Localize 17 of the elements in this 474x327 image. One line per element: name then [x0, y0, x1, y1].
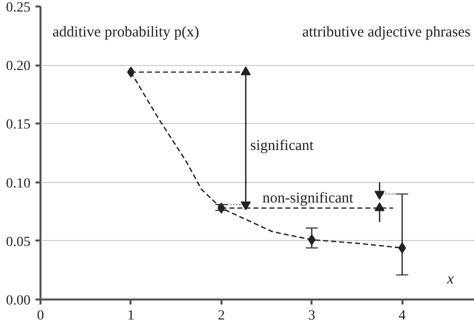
y-tick-label: 0.25: [6, 0, 30, 16]
y-tick-label: 0.10: [6, 176, 30, 192]
y-tick-label: 0.05: [6, 234, 30, 250]
annotation: non-significant: [262, 190, 354, 206]
x-tick-label: 0: [37, 308, 44, 324]
text: attributive adjective phrases: [302, 24, 471, 40]
y-tick-label: 0.20: [6, 59, 30, 74]
x-tick-label: 3: [308, 308, 316, 324]
x-tick-label: 4: [398, 308, 406, 324]
y-tick-label: 0.00: [6, 294, 30, 308]
annotation: significant: [250, 138, 314, 154]
x-axis-title: x: [446, 272, 454, 288]
y-axis-title: additive probability p(x): [52, 24, 200, 40]
y-tick-label: 0.15: [6, 118, 30, 133]
point: [308, 234, 316, 246]
x-tick-label: 2: [218, 308, 225, 324]
x-tick-label: 1: [127, 308, 134, 324]
